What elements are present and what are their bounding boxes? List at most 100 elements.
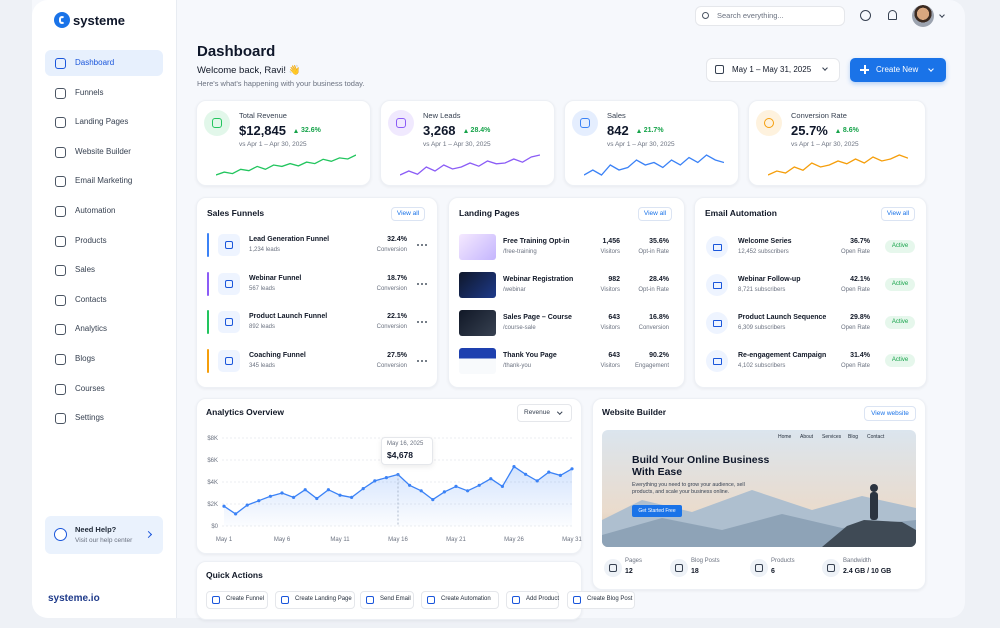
quick-label[interactable]: Send Email: [380, 596, 411, 602]
create-label[interactable]: Create New: [876, 65, 919, 74]
nav-label[interactable]: Website Builder: [75, 146, 131, 156]
nav-label[interactable]: Sales: [75, 265, 96, 275]
nav-label[interactable]: Dashboard: [75, 58, 115, 67]
person-head: [870, 484, 878, 492]
quick-button[interactable]: [360, 591, 414, 609]
funnel-glyph: [225, 318, 233, 326]
search-box[interactable]: [695, 6, 845, 26]
nav-label[interactable]: Funnels: [75, 87, 104, 97]
more-dot: [425, 360, 427, 362]
page-visitors: 643: [608, 352, 620, 359]
kpi-arrow: [463, 128, 468, 133]
nav-label[interactable]: Contacts: [75, 294, 107, 304]
nav-item[interactable]: [45, 50, 163, 76]
nav-label[interactable]: Analytics: [75, 324, 108, 334]
funnel-rate-label: Conversion: [376, 247, 407, 253]
quick-button[interactable]: [275, 591, 355, 609]
nav-label[interactable]: Products: [75, 235, 107, 245]
more-dot: [417, 321, 419, 323]
landing-title: Landing Pages: [459, 208, 520, 218]
website-view[interactable]: View website: [864, 406, 916, 421]
kpi-row: $12,845 32.6%: [239, 123, 369, 139]
quick-label[interactable]: Create Blog Post: [587, 596, 633, 602]
data-point: [350, 495, 354, 499]
kpi-label: Conversion Rate: [791, 111, 847, 120]
stat-glyph: [827, 564, 835, 572]
stat-label: Pages: [625, 558, 643, 564]
email-rate-label: Open Rate: [840, 363, 870, 369]
nav-label[interactable]: Courses: [75, 383, 105, 393]
page-path: /thank-you: [503, 363, 532, 369]
quick-label[interactable]: Add Product: [526, 596, 560, 602]
page-thumbnail: [459, 348, 496, 374]
date-range[interactable]: May 1 – May 31, 2025: [732, 65, 812, 74]
email-icon: [706, 312, 728, 334]
page-thumbnail: [459, 234, 496, 260]
kpi-change-wrap: 32.6%: [294, 127, 321, 135]
landing-view-all[interactable]: View all: [638, 207, 672, 221]
preview-button[interactable]: Get Started Free: [632, 505, 682, 517]
data-point: [558, 473, 562, 477]
kpi-icon-glyph: [764, 118, 774, 128]
stat-label: Bandwidth: [843, 558, 872, 564]
kpi-label: Total Revenue: [239, 111, 287, 120]
email-view-all[interactable]: View all: [881, 207, 915, 221]
stat-value: 18: [691, 568, 699, 575]
preview: [602, 430, 916, 547]
nav-label[interactable]: Email Marketing: [75, 176, 133, 186]
nav-label[interactable]: Settings: [75, 413, 104, 423]
quick-label[interactable]: Create Landing Page: [295, 596, 352, 602]
nav-icon: [55, 265, 66, 277]
nav-label[interactable]: Automation: [75, 206, 116, 215]
email-glyph: [713, 358, 722, 365]
email-name: Product Launch Sequence: [738, 314, 827, 321]
nav-icon: [55, 294, 66, 306]
sparkline: [400, 154, 540, 176]
quick-label[interactable]: Create Funnel: [226, 596, 265, 602]
email-status: Active: [885, 278, 915, 291]
brand: systeme: [73, 13, 126, 28]
metric-dropdown[interactable]: [517, 404, 572, 422]
page-visitors: 1,456: [602, 238, 620, 245]
funnel-glyph: [225, 357, 233, 365]
bell-icon[interactable]: [888, 10, 897, 20]
funnel-rate: 18.7%: [387, 275, 407, 282]
data-point: [338, 493, 342, 497]
funnels-view-all[interactable]: View all: [391, 207, 425, 221]
more-dot: [417, 283, 419, 285]
page-visitors: 643: [608, 314, 620, 321]
nav-icon: [55, 87, 66, 99]
quick-button[interactable]: [206, 591, 268, 609]
search-icon: [702, 12, 709, 19]
x-tick-label: May 6: [274, 537, 291, 543]
preview-nav: Contact: [867, 434, 885, 440]
quick-button[interactable]: [421, 591, 499, 609]
help-icon[interactable]: [860, 10, 871, 21]
quick-button[interactable]: [567, 591, 635, 609]
page-rate-label: Conversion: [638, 325, 669, 331]
nav-icon: [55, 383, 66, 395]
nav-icon: [55, 117, 66, 129]
date-picker[interactable]: [706, 58, 840, 82]
icon: [54, 528, 67, 541]
stat-value: 2.4 GB / 10 GB: [843, 568, 892, 575]
email-glyph: [713, 320, 722, 327]
data-point: [535, 479, 539, 483]
page-path: /course-sale: [503, 325, 536, 331]
data-point: [292, 495, 296, 499]
page-rate: 16.8%: [649, 314, 669, 321]
nav-label[interactable]: Landing Pages: [75, 117, 129, 127]
page-rate: 28.4%: [649, 276, 669, 283]
quick-label[interactable]: Create Automation: [441, 596, 491, 602]
metric-label[interactable]: Revenue: [524, 409, 551, 416]
avatar[interactable]: [912, 5, 934, 27]
cliff: [822, 520, 916, 547]
kpi-icon-glyph: [212, 118, 222, 128]
email-status: Active: [885, 240, 915, 253]
quick-button[interactable]: [506, 591, 559, 609]
funnel-name: Product Launch Funnel: [249, 313, 328, 320]
data-point: [489, 477, 493, 481]
nav-icon: [55, 324, 66, 336]
nav-label[interactable]: Blogs: [75, 354, 96, 363]
